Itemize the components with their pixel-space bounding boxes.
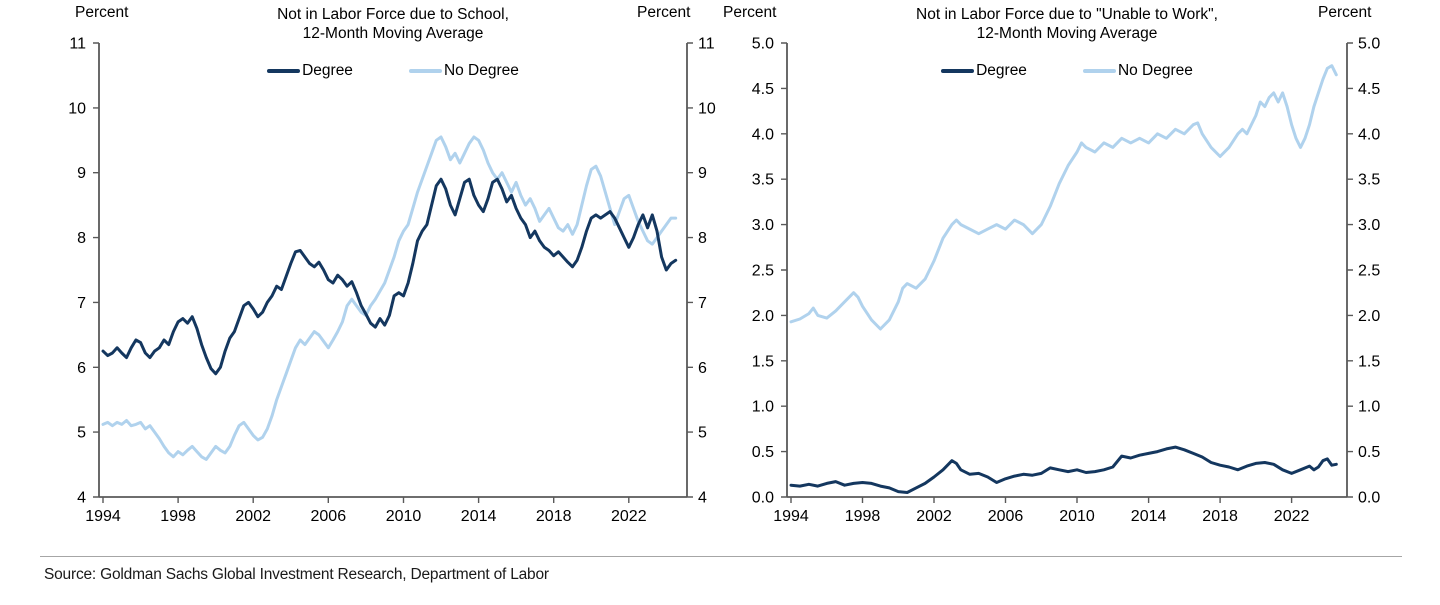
y-tick-label-right: 5	[698, 425, 707, 442]
y-tick-label-right: 4.5	[1358, 81, 1380, 98]
y-tick-label-right: 1.5	[1358, 353, 1380, 370]
x-tick-label: 1994	[773, 508, 809, 525]
axes	[98, 43, 688, 498]
unable-y-axis-label-left: Percent	[723, 4, 777, 21]
y-tick-label-left: 9	[77, 165, 86, 182]
y-tick-label-right: 9	[698, 165, 707, 182]
y-tick-label-left: 2.5	[752, 263, 774, 280]
tick-marks	[781, 42, 1353, 503]
y-tick-label-left: 4.0	[752, 126, 774, 143]
y-tick-label-right: 4.0	[1358, 126, 1380, 143]
axes	[786, 43, 1348, 498]
legend-label-degree: Degree	[976, 62, 1027, 79]
legend-item-no-degree: No Degree	[1082, 62, 1193, 80]
x-tick-label: 2010	[1059, 508, 1095, 525]
x-tick-label: 1994	[85, 508, 121, 525]
legend-label-degree: Degree	[302, 62, 353, 79]
y-tick-label-right: 6	[698, 360, 707, 377]
x-tick-label: 1998	[160, 508, 196, 525]
y-tick-label-right: 0.0	[1358, 490, 1380, 507]
y-tick-label-left: 10	[68, 100, 86, 117]
y-tick-label-left: 3.0	[752, 217, 774, 234]
y-tick-label-left: 5.0	[752, 36, 774, 53]
unable-y-axis-label-right: Percent	[1318, 4, 1372, 21]
y-tick-label-right: 10	[698, 100, 716, 117]
y-tick-label-left: 7	[77, 295, 86, 312]
legend-item-no-degree: No Degree	[408, 62, 519, 80]
no-degree-line-swatch	[1082, 69, 1116, 73]
y-tick-label-right: 7	[698, 295, 707, 312]
degree-line-swatch	[267, 69, 301, 73]
y-tick-label-left: 5	[77, 425, 86, 442]
x-tick-label: 2002	[916, 508, 952, 525]
x-tick-label: 2022	[611, 508, 647, 525]
school-chart-title: Not in Labor Force due to School, 12-Mon…	[213, 5, 573, 43]
school-chart-title-line1: Not in Labor Force due to School,	[277, 6, 509, 23]
source-text: Source: Goldman Sachs Global Investment …	[44, 566, 549, 583]
x-tick-label: 2018	[536, 508, 572, 525]
y-tick-label-right: 2.5	[1358, 263, 1380, 280]
series-line-degree	[789, 445, 1338, 494]
y-tick-label-right: 11	[698, 36, 715, 53]
y-tick-label-left: 4.5	[752, 81, 774, 98]
y-tick-label-left: 0.5	[752, 444, 774, 461]
x-tick-label: 2014	[1131, 508, 1167, 525]
y-tick-label-left: 8	[77, 230, 86, 247]
y-tick-label-left: 1.0	[752, 399, 774, 416]
y-tick-label-right: 0.5	[1358, 444, 1380, 461]
source-divider	[40, 556, 1402, 557]
x-tick-label: 1998	[845, 508, 881, 525]
y-tick-label-right: 4	[698, 490, 707, 507]
y-tick-label-left: 6	[77, 360, 86, 377]
x-tick-label: 2014	[461, 508, 497, 525]
y-tick-label-left: 11	[69, 36, 86, 53]
y-tick-label-right: 3.0	[1358, 217, 1380, 234]
x-tick-label: 2010	[386, 508, 422, 525]
y-tick-label-right: 5.0	[1358, 36, 1380, 53]
y-tick-label-left: 0.0	[752, 490, 774, 507]
y-tick-label-right: 1.0	[1358, 399, 1380, 416]
y-tick-label-left: 2.0	[752, 308, 774, 325]
school-chart-legend: Degree No Degree	[213, 62, 573, 80]
y-tick-label-right: 8	[698, 230, 707, 247]
y-tick-label-right: 3.5	[1358, 172, 1380, 189]
no-degree-line-swatch	[408, 69, 442, 73]
legend-item-degree: Degree	[941, 62, 1027, 80]
x-tick-label: 2018	[1202, 508, 1238, 525]
unable-chart-legend: Degree No Degree	[887, 62, 1247, 80]
series-line-no-degree	[101, 135, 678, 461]
y-tick-label-left: 1.5	[752, 353, 774, 370]
unable-chart-canvas: 0.0 0.0 0.5 0.5 1.0 1.0 1.5 1.5 2.0 2.0 2.5 2.5 3.0 3…	[752, 36, 1381, 526]
series-line-degree	[101, 177, 678, 376]
y-tick-label-left: 3.5	[752, 172, 774, 189]
legend-item-degree: Degree	[267, 62, 353, 80]
series-line-no-degree	[789, 64, 1338, 331]
x-tick-label: 2006	[311, 508, 347, 525]
school-chart-canvas: 4 4 5 5 6 6 7 7 8 8 9 9 10 10 11 11 1994 1998 2002 2006 2010…	[68, 36, 716, 526]
school-y-axis-label-right: Percent	[637, 4, 691, 21]
legend-label-no-degree: No Degree	[1117, 62, 1193, 79]
y-tick-label-right: 2.0	[1358, 308, 1380, 325]
legend-label-no-degree: No Degree	[443, 62, 519, 79]
x-tick-label: 2002	[235, 508, 271, 525]
school-y-axis-label-left: Percent	[75, 4, 129, 21]
school-chart-title-line2: 12-Month Moving Average	[302, 25, 484, 42]
unable-chart-title-line1: Not in Labor Force due to "Unable to Wor…	[916, 6, 1218, 23]
tick-marks	[93, 42, 693, 503]
x-tick-label: 2022	[1274, 508, 1310, 525]
y-tick-label-left: 4	[77, 490, 86, 507]
degree-line-swatch	[941, 69, 975, 73]
x-tick-label: 2006	[988, 508, 1024, 525]
unable-chart-title: Not in Labor Force due to "Unable to Wor…	[887, 5, 1247, 43]
unable-chart-title-line2: 12-Month Moving Average	[976, 25, 1158, 42]
